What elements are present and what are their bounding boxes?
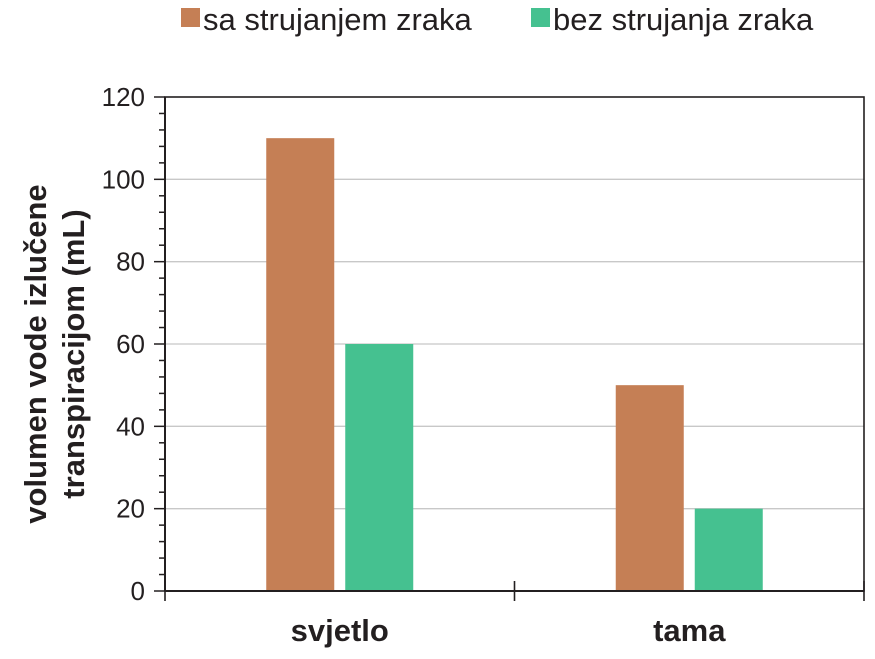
- y-tick-label-40: 40: [116, 411, 145, 441]
- legend-swatch-1: [181, 8, 200, 27]
- category-label-tama: tama: [653, 613, 726, 648]
- y-axis-title-text: volumen vode izlučenetranspiracijom (mL): [18, 184, 91, 523]
- legend-label-2: bez strujanja zraka: [553, 2, 814, 37]
- y-axis-title: volumen vode izlučenetranspiracijom (mL): [18, 184, 91, 523]
- legend-swatch-2: [531, 8, 550, 27]
- y-axis-title-line-2: transpiracijom (mL): [56, 209, 91, 498]
- category-label-svjetlo: svjetlo: [291, 613, 389, 648]
- y-tick-label-0: 0: [131, 576, 145, 606]
- y-axis-ticks: 0 20 40 60 80 100 120: [102, 82, 165, 606]
- bar-tama-series-2: [694, 508, 763, 591]
- bar-svjetlo-series-1: [266, 138, 335, 591]
- y-tick-label-80: 80: [116, 247, 145, 277]
- y-tick-label-60: 60: [116, 329, 145, 359]
- bar-svjetlo-series-2: [345, 344, 414, 591]
- legend-label-1: sa strujanjem zraka: [203, 2, 473, 37]
- y-axis-title-line-1: volumen vode izlučene: [18, 184, 53, 523]
- y-tick-label-20: 20: [116, 494, 145, 524]
- bar-tama-series-1: [615, 385, 684, 591]
- y-tick-label-100: 100: [102, 164, 145, 194]
- legend: sa strujanjem zraka bez strujanja zraka: [181, 2, 814, 37]
- y-tick-label-120: 120: [102, 82, 145, 112]
- x-axis-labels: svjetlo tama: [291, 613, 727, 648]
- bars: [266, 138, 763, 591]
